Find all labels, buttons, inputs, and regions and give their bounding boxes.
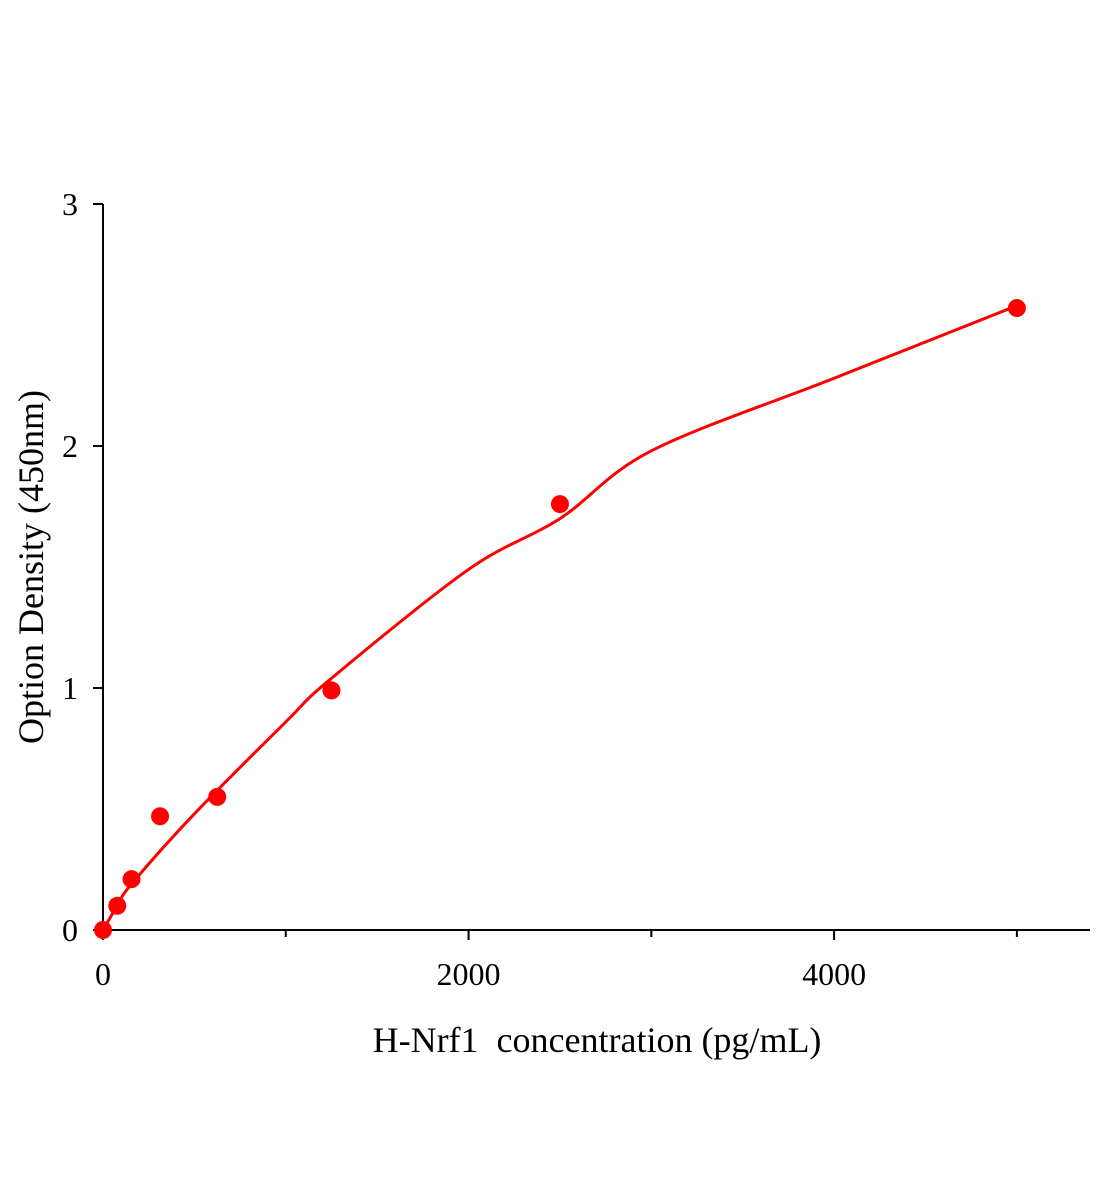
x-tick-label: 4000: [802, 956, 866, 992]
data-point: [151, 807, 170, 826]
data-point: [1007, 299, 1026, 318]
y-tick-label: 2: [62, 428, 78, 464]
y-axis-label: Option Density (450nm): [11, 390, 51, 744]
x-tick-label: 0: [95, 956, 111, 992]
x-axis-label: H-Nrf1 concentration (pg/mL): [373, 1020, 822, 1060]
data-point: [208, 787, 227, 806]
data-point: [322, 681, 341, 700]
fit-curve: [101, 304, 1018, 931]
x-tick-label: 2000: [437, 956, 501, 992]
data-point: [122, 870, 141, 889]
data-point: [108, 896, 127, 915]
axes: [102, 204, 1090, 931]
data-point: [550, 495, 569, 514]
data-point: [94, 921, 112, 939]
y-tick-label: 3: [62, 186, 78, 222]
y-tick-label: 1: [62, 670, 78, 706]
y-tick-label: 0: [62, 912, 78, 948]
